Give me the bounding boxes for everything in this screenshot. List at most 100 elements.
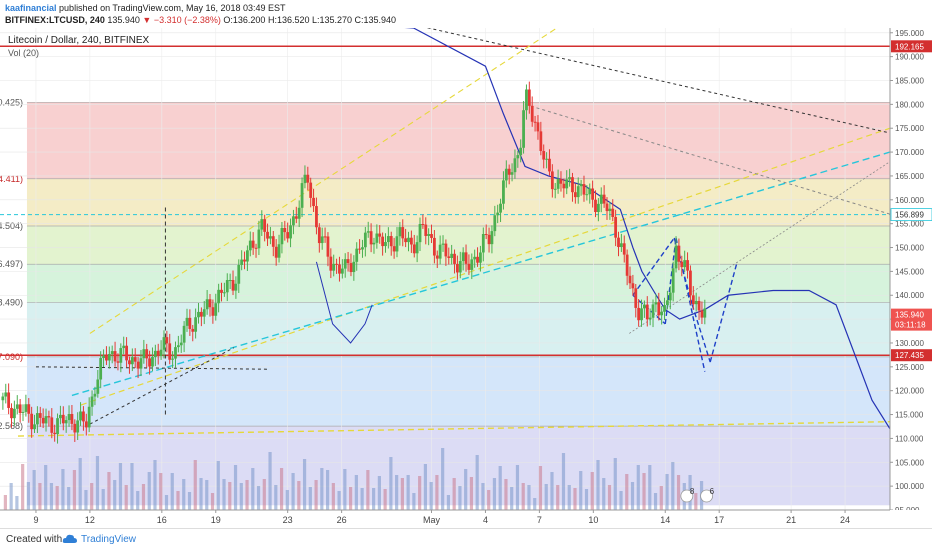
- candle-body: [251, 240, 255, 248]
- volume-bar: [389, 457, 393, 510]
- volume-bar: [49, 483, 54, 510]
- candle-body: [602, 194, 606, 204]
- candle-body: [599, 194, 603, 204]
- candle-body: [571, 177, 574, 193]
- author-name[interactable]: kaafinancial: [5, 3, 57, 13]
- candle-body: [139, 358, 143, 369]
- volume-bar: [573, 488, 577, 510]
- last-price-tag: [891, 308, 932, 331]
- created-with-text: Created with: [6, 534, 63, 545]
- volume-bar: [377, 476, 381, 510]
- candle-body: [447, 256, 451, 258]
- candle-body: [579, 184, 583, 187]
- candle-body: [24, 404, 28, 412]
- candle-body: [651, 304, 655, 318]
- candle-body: [300, 183, 304, 208]
- price-tick-label: 195.000: [895, 29, 924, 38]
- price-axis: 95.000100.000105.000110.000115.000120.00…: [889, 28, 932, 515]
- candle-body: [660, 311, 664, 316]
- fib-level-label: 0(180.425): [0, 97, 23, 107]
- volume-bar: [136, 491, 140, 510]
- candle-body: [389, 236, 393, 247]
- candle-body: [507, 168, 511, 175]
- candle-body: [694, 300, 698, 305]
- candle-body: [306, 174, 310, 183]
- candle-body: [619, 243, 623, 248]
- candle-body: [346, 259, 350, 264]
- time-tick-label: 9: [33, 515, 38, 525]
- time-tick-label: 26: [337, 515, 347, 525]
- candle-body: [628, 275, 632, 284]
- candle-body: [493, 215, 497, 232]
- candle-body: [294, 216, 298, 219]
- candle-body: [680, 261, 684, 268]
- candle-body: [401, 227, 405, 239]
- volume-bar: [193, 460, 197, 510]
- volume-bar: [285, 490, 289, 510]
- candle-body: [47, 416, 51, 418]
- candle-body: [84, 421, 88, 428]
- candle-body: [73, 423, 77, 433]
- candle-body: [243, 259, 246, 262]
- volume-bar: [504, 479, 508, 510]
- price-tick-label: 120.000: [895, 387, 924, 396]
- candle-body: [404, 238, 408, 243]
- price-chart[interactable]: 0(180.425) 0.236(164.411) 0.382(154.504) 0.…: [0, 28, 932, 528]
- candle-body: [608, 208, 612, 212]
- candle-body: [614, 216, 618, 238]
- candle-body: [479, 252, 482, 263]
- candle-body: [553, 188, 557, 190]
- volume-bar: [354, 475, 358, 510]
- candle-body: [617, 237, 620, 248]
- candle-body: [222, 292, 226, 294]
- candle-body: [409, 237, 413, 245]
- candle-body: [335, 263, 338, 265]
- candle-body: [697, 300, 701, 311]
- candle-body: [50, 417, 54, 433]
- candle-body: [35, 413, 39, 425]
- event-flag-icon: [700, 489, 714, 503]
- volume-bar: [400, 478, 404, 510]
- time-tick-label: 4: [483, 515, 488, 525]
- candle-body: [372, 242, 376, 245]
- volume-bar: [630, 482, 635, 510]
- volume-bar: [446, 495, 451, 510]
- volume-bar: [659, 486, 663, 510]
- candle-body: [87, 406, 91, 428]
- candle-body: [527, 89, 531, 106]
- candle-body: [427, 234, 431, 236]
- pattern-line: [675, 237, 706, 372]
- volume-bar: [648, 465, 652, 510]
- tradingview-brand[interactable]: TradingView: [81, 534, 137, 545]
- volume-bar: [38, 483, 42, 510]
- candle-body: [211, 307, 215, 316]
- candle-body: [61, 414, 65, 424]
- volume-bar: [665, 474, 669, 510]
- volume-bar: [544, 484, 548, 510]
- fib-band: [26, 302, 890, 357]
- candle-body: [340, 268, 344, 274]
- volume-bar: [475, 455, 479, 510]
- volume-bar: [3, 495, 7, 510]
- candle-body: [596, 203, 600, 213]
- candle-body: [254, 247, 258, 249]
- volume-bar: [84, 490, 88, 510]
- time-tick-label: 7: [537, 515, 542, 525]
- last-price: 135.940: [107, 15, 140, 25]
- volume-bar: [170, 473, 174, 510]
- candle-body: [30, 413, 34, 430]
- candle-body: [217, 289, 221, 304]
- candle-body: [611, 208, 615, 217]
- candle-body: [102, 355, 105, 359]
- candle-body: [142, 349, 146, 359]
- candle-body: [220, 289, 223, 293]
- candle-body: [648, 317, 652, 320]
- volume-bar: [441, 448, 445, 510]
- candle-body: [642, 304, 646, 309]
- price-tick-label: 190.000: [895, 53, 924, 62]
- candle-body: [545, 158, 548, 160]
- candle-body: [352, 261, 356, 273]
- candle-body: [38, 413, 42, 418]
- trend-line: [80, 127, 891, 406]
- candle-body: [510, 172, 514, 175]
